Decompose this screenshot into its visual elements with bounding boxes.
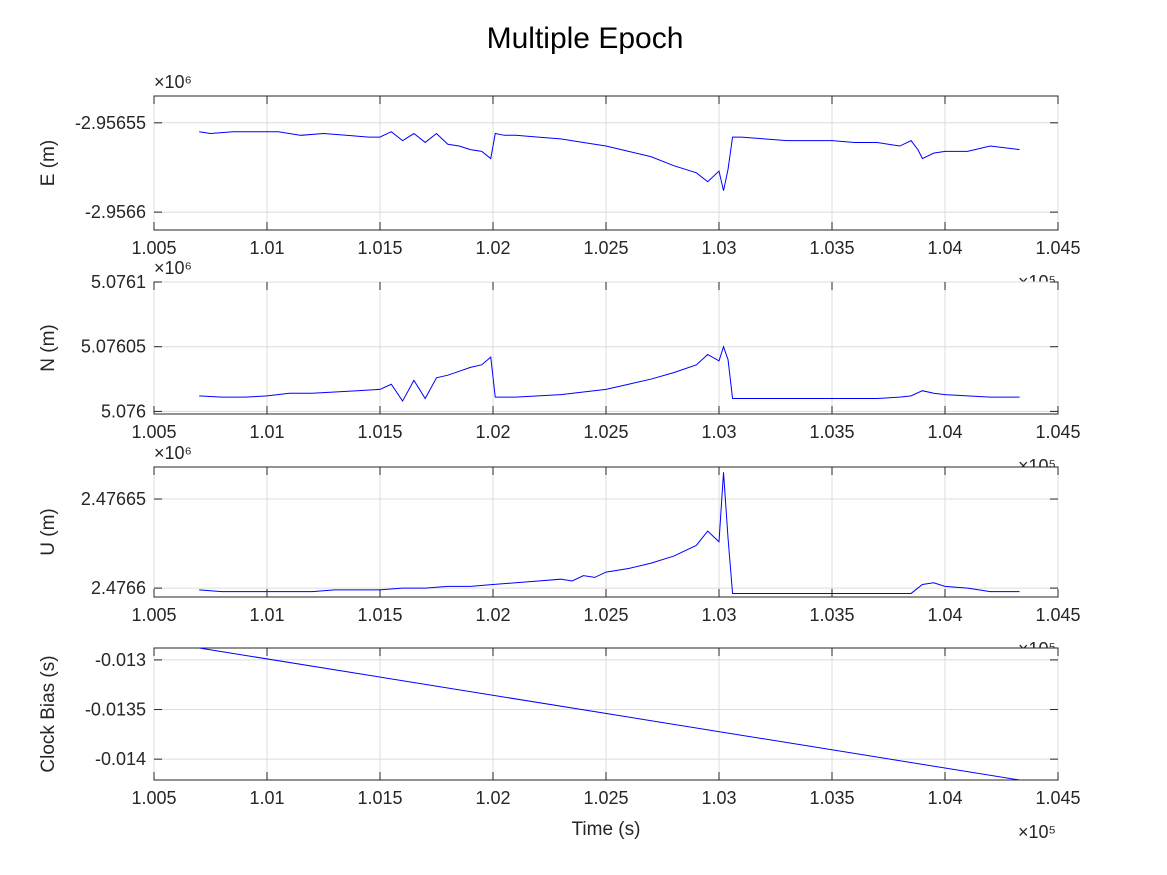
- y-tick-label: -0.014: [95, 749, 146, 769]
- series-line: [199, 472, 1020, 594]
- x-tick-label: 1.025: [583, 605, 628, 625]
- x-tick-label: 1.025: [583, 238, 628, 258]
- x-tick-label: 1.01: [249, 788, 284, 808]
- x-tick-label: 1.015: [357, 422, 402, 442]
- x-tick-label: 1.02: [475, 605, 510, 625]
- x-tick-label: 1.03: [701, 788, 736, 808]
- figure-title: Multiple Epoch: [487, 22, 684, 55]
- y-exponent-label: ×10⁶: [154, 258, 192, 278]
- y-exponent-label: ×10⁶: [154, 72, 192, 92]
- x-tick-label: 1.005: [131, 422, 176, 442]
- x-tick-label: 1.035: [809, 788, 854, 808]
- subplot-3: 1.005 1.01 1.015 1.02 1.025 1.03 1.035 1.04 1.04…: [38, 443, 1081, 659]
- x-tick-label: 1.035: [809, 238, 854, 258]
- x-tick-label: 1.01: [249, 238, 284, 258]
- x-tick-label: 1.04: [927, 788, 962, 808]
- x-tick-label: 1.015: [357, 238, 402, 258]
- x-tick-label: 1.035: [809, 605, 854, 625]
- x-tick-label: 1.045: [1035, 605, 1080, 625]
- x-exponent-label: ×10⁵: [1018, 822, 1056, 842]
- y-tick-label: -2.9566: [85, 202, 146, 222]
- x-tick-label: 1.02: [475, 238, 510, 258]
- x-tick-label: 1.015: [357, 605, 402, 625]
- x-tick-label: 1.03: [701, 238, 736, 258]
- y-tick-label: -2.95655: [75, 113, 146, 133]
- x-tick-label: 1.01: [249, 605, 284, 625]
- y-axis-label: Clock Bias (s): [38, 655, 59, 772]
- x-tick-label: 1.045: [1035, 422, 1080, 442]
- x-tick-label: 1.045: [1035, 788, 1080, 808]
- x-tick-label: 1.04: [927, 605, 962, 625]
- y-exponent-label: ×10⁶: [154, 443, 192, 463]
- subplot-4: 1.005 1.01 1.015 1.02 1.025 1.03 1.035 1.04 1.04…: [38, 647, 1081, 842]
- x-tick-label: 1.015: [357, 788, 402, 808]
- y-axis-label: E (m): [38, 140, 59, 186]
- x-axis-label: Time (s): [572, 819, 641, 840]
- series-line: [199, 131, 1020, 191]
- y-tick-label: 5.07605: [81, 337, 146, 357]
- x-tick-label: 1.045: [1035, 238, 1080, 258]
- x-tick-label: 1.04: [927, 238, 962, 258]
- series-line: [199, 345, 1020, 403]
- x-tick-label: 1.04: [927, 422, 962, 442]
- subplot-2: 1.005 1.01 1.015 1.02 1.025 1.03 1.035 1.04 1.04…: [38, 258, 1081, 476]
- x-tick-label: 1.02: [475, 788, 510, 808]
- x-tick-label: 1.005: [131, 605, 176, 625]
- x-tick-label: 1.025: [583, 788, 628, 808]
- y-axis-label: U (m): [38, 508, 59, 555]
- x-tick-label: 1.025: [583, 422, 628, 442]
- y-tick-label: 2.47665: [81, 489, 146, 509]
- x-tick-label: 1.005: [131, 788, 176, 808]
- x-tick-label: 1.03: [701, 605, 736, 625]
- x-tick-label: 1.01: [249, 422, 284, 442]
- y-tick-label: -0.013: [95, 650, 146, 670]
- series-line: [199, 648, 1020, 780]
- y-tick-label: 2.4766: [91, 578, 146, 598]
- y-tick-label: 5.0761: [91, 272, 146, 292]
- y-tick-label: 5.076: [101, 401, 146, 421]
- x-tick-label: 1.005: [131, 238, 176, 258]
- y-axis-label: N (m): [38, 324, 59, 371]
- y-tick-label: -0.0135: [85, 700, 146, 720]
- x-tick-label: 1.02: [475, 422, 510, 442]
- x-tick-label: 1.03: [701, 422, 736, 442]
- x-tick-label: 1.035: [809, 422, 854, 442]
- subplot-1: 1.005 1.01 1.015 1.02 1.025 1.03 1.035 1.04 1.04…: [38, 72, 1081, 292]
